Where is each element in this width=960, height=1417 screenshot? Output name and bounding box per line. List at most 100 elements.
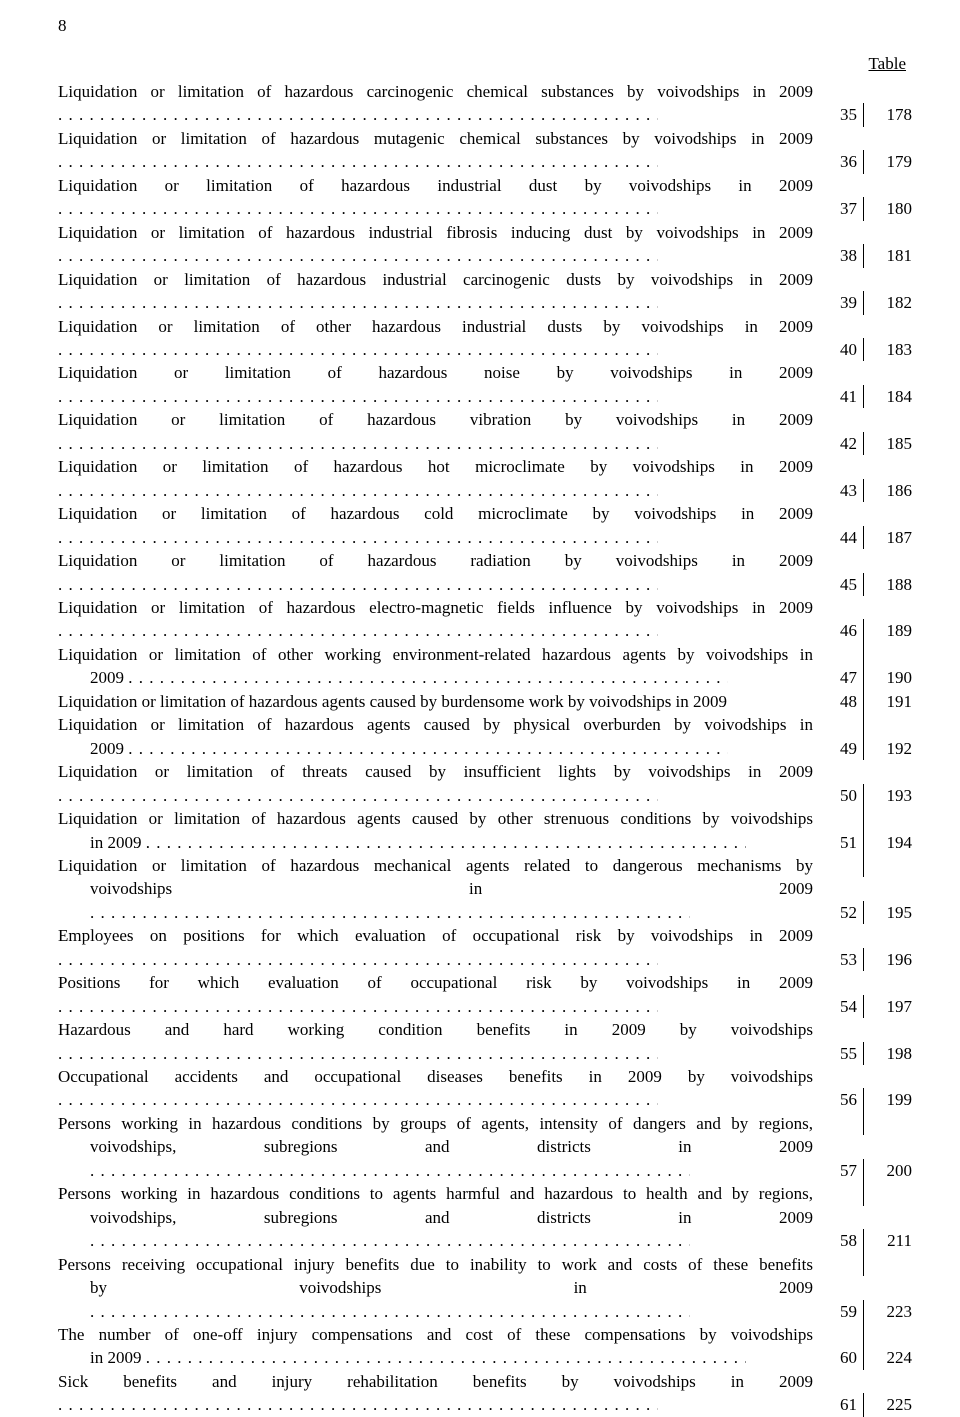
toc-row: Liquidation or limitation of hazardous e… — [58, 596, 912, 643]
toc-entry-title: Liquidation or limitation of hazardous v… — [58, 408, 813, 455]
toc-entry-title: Liquidation or limitation of other hazar… — [58, 315, 813, 362]
toc-row: Liquidation or limitation of hazardous c… — [58, 502, 912, 549]
toc-col-b — [864, 1112, 912, 1135]
toc-col-b: 178 — [864, 103, 912, 126]
toc-row: Persons working in hazardous conditions … — [58, 1112, 912, 1135]
toc-row: Liquidation or limitation of hazardous a… — [58, 690, 912, 713]
toc-entry-continuation: voivodships, subregions and districts in… — [58, 1135, 813, 1182]
toc-entry-title: Liquidation or limitation of hazardous c… — [58, 80, 813, 127]
toc-row: Hazardous and hard working condition ben… — [58, 1018, 912, 1065]
toc-entry-title: Liquidation or limitation of hazardous r… — [58, 549, 813, 596]
toc-row: Liquidation or limitation of other worki… — [58, 643, 912, 666]
toc-col-b: 223 — [864, 1300, 912, 1323]
toc-row: Liquidation or limitation of hazardous v… — [58, 408, 912, 455]
toc-row: Liquidation or limitation of hazardous h… — [58, 455, 912, 502]
toc-col-b: 224 — [864, 1346, 912, 1369]
document-page: 8 Table Liquidation or limitation of haz… — [0, 0, 960, 960]
toc-col-b: 199 — [864, 1088, 912, 1111]
toc-entry-title: Hazardous and hard working condition ben… — [58, 1018, 813, 1065]
toc-row: Sick benefits and injury rehabilitation … — [58, 1370, 912, 1417]
toc-row: Liquidation or limitation of hazardous a… — [58, 807, 912, 830]
toc-row: in 2009 . . . . . . . . . . . . . . . . … — [58, 1346, 912, 1369]
toc-col-b: 185 — [864, 432, 912, 455]
toc-col-a: 48 — [813, 690, 864, 713]
toc-col-a — [813, 1112, 864, 1135]
toc-col-a: 39 — [813, 291, 864, 314]
toc-entry-title: Liquidation or limitation of hazardous i… — [58, 221, 813, 268]
toc-entry-title: Liquidation or limitation of hazardous h… — [58, 455, 813, 502]
toc-row: Liquidation or limitation of hazardous c… — [58, 80, 912, 127]
toc-col-b: 183 — [864, 338, 912, 361]
toc-col-b: 186 — [864, 479, 912, 502]
toc-row: 2009 . . . . . . . . . . . . . . . . . .… — [58, 666, 912, 689]
toc-col-b: 198 — [864, 1042, 912, 1065]
toc-col-a — [813, 1323, 864, 1346]
toc-col-a: 44 — [813, 526, 864, 549]
toc-entry-title: Liquidation or limitation of hazardous m… — [58, 854, 813, 877]
toc-col-b: 190 — [864, 666, 912, 689]
toc-col-a — [813, 1182, 864, 1205]
toc-entry-title: Liquidation or limitation of hazardous i… — [58, 268, 813, 315]
page-number: 8 — [58, 16, 67, 36]
toc-row: Positions for which evaluation of occupa… — [58, 971, 912, 1018]
toc-col-b: 194 — [864, 831, 912, 854]
toc-row: Liquidation or limitation of hazardous m… — [58, 127, 912, 174]
toc-entry-title: Liquidation or limitation of hazardous i… — [58, 174, 813, 221]
toc-col-b: 211 — [864, 1229, 912, 1252]
toc-col-b: 182 — [864, 291, 912, 314]
toc-col-a: 54 — [813, 995, 864, 1018]
toc-entry-title: The number of one-off injury compensatio… — [58, 1323, 813, 1346]
toc-row: by voivodships in 2009 . . . . . . . . .… — [58, 1276, 912, 1323]
toc-row: Persons working in hazardous conditions … — [58, 1182, 912, 1205]
toc-col-b — [864, 807, 912, 830]
toc-col-b — [864, 854, 912, 877]
toc-row: Liquidation or limitation of hazardous r… — [58, 549, 912, 596]
toc-col-a: 51 — [813, 831, 864, 854]
toc-col-b: 200 — [864, 1159, 912, 1182]
toc-col-b — [864, 643, 912, 666]
toc-col-b: 181 — [864, 244, 912, 267]
toc-col-a: 35 — [813, 103, 864, 126]
toc-col-a: 61 — [813, 1393, 864, 1416]
toc-entry-title: Employees on positions for which evaluat… — [58, 924, 813, 971]
toc-col-b: 187 — [864, 526, 912, 549]
toc-col-a: 43 — [813, 479, 864, 502]
toc-row: The number of one-off injury compensatio… — [58, 1323, 912, 1346]
toc-col-b: 189 — [864, 619, 912, 642]
toc-col-a: 56 — [813, 1088, 864, 1111]
toc-entry-continuation: voivodships, subregions and districts in… — [58, 1206, 813, 1253]
toc-col-a: 50 — [813, 784, 864, 807]
toc-col-b — [864, 713, 912, 736]
toc-col-b: 188 — [864, 573, 912, 596]
toc-row: Liquidation or limitation of hazardous m… — [58, 854, 912, 877]
toc-entry-continuation: 2009 . . . . . . . . . . . . . . . . . .… — [58, 666, 813, 689]
toc-col-a: 49 — [813, 737, 864, 760]
toc-col-a — [813, 807, 864, 830]
toc-row: Persons receiving occupational injury be… — [58, 1253, 912, 1276]
toc-col-a — [813, 1253, 864, 1276]
toc-col-a: 59 — [813, 1300, 864, 1323]
toc-entry-title: Liquidation or limitation of threats cau… — [58, 760, 813, 807]
toc-col-b — [864, 1323, 912, 1346]
toc-entry-title: Liquidation or limitation of hazardous a… — [58, 807, 813, 830]
toc-col-a: 46 — [813, 619, 864, 642]
toc-row: voivodships, subregions and districts in… — [58, 1135, 912, 1182]
toc-col-b: 180 — [864, 197, 912, 220]
toc-entry-continuation: by voivodships in 2009 . . . . . . . . .… — [58, 1276, 813, 1323]
toc-col-b: 197 — [864, 995, 912, 1018]
toc-col-b: 191 — [864, 690, 912, 713]
toc-row: Liquidation or limitation of hazardous i… — [58, 268, 912, 315]
toc-row: Liquidation or limitation of threats cau… — [58, 760, 912, 807]
toc-row: voivodships, subregions and districts in… — [58, 1206, 912, 1253]
toc-col-b — [864, 1253, 912, 1276]
toc-col-b: 195 — [864, 901, 912, 924]
toc-entry-title: Liquidation or limitation of hazardous a… — [58, 690, 813, 713]
toc-entry-title: Persons working in hazardous conditions … — [58, 1182, 813, 1205]
toc-col-a: 38 — [813, 244, 864, 267]
toc-col-a: 40 — [813, 338, 864, 361]
toc-entry-title: Liquidation or limitation of hazardous e… — [58, 596, 813, 643]
toc-entry-title: Liquidation or limitation of hazardous m… — [58, 127, 813, 174]
toc-col-a: 58 — [813, 1229, 864, 1252]
toc-entry-title: Occupational accidents and occupational … — [58, 1065, 813, 1112]
toc-row: 2009 . . . . . . . . . . . . . . . . . .… — [58, 737, 912, 760]
